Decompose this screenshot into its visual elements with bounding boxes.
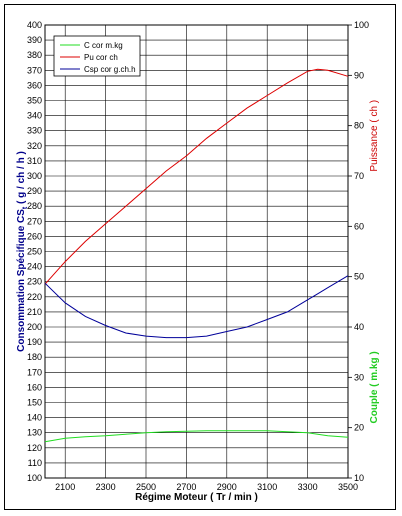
y-left-tick-label: 360 bbox=[27, 80, 42, 90]
y-left-tick-label: 250 bbox=[27, 247, 42, 257]
y-left-tick-label: 320 bbox=[27, 141, 42, 151]
y-right-tick-label: 50 bbox=[354, 272, 364, 282]
y-right-top-axis-title: Puissance ( ch ) bbox=[369, 100, 380, 172]
y-left-tick-label: 140 bbox=[27, 413, 42, 423]
x-tick-label: 2300 bbox=[96, 482, 116, 492]
y-left-tick-label: 370 bbox=[27, 65, 42, 75]
y-left-tick-label: 190 bbox=[27, 337, 42, 347]
x-tick-label: 3500 bbox=[338, 482, 358, 492]
y-right-tick-label: 20 bbox=[354, 423, 364, 433]
y-left-tick-label: 180 bbox=[27, 352, 42, 362]
legend-label: C cor m.kg bbox=[84, 41, 123, 50]
y-left-tick-label: 200 bbox=[27, 322, 42, 332]
y-left-tick-label: 270 bbox=[27, 216, 42, 226]
y-left-tick-label: 240 bbox=[27, 262, 42, 272]
y-left-tick-label: 220 bbox=[27, 292, 42, 302]
y-left-tick-label: 210 bbox=[27, 307, 42, 317]
y-right-tick-label: 70 bbox=[354, 171, 364, 181]
y-left-tick-label: 100 bbox=[27, 473, 42, 483]
x-tick-label: 2500 bbox=[136, 482, 156, 492]
x-axis-title: Régime Moteur ( Tr / min ) bbox=[135, 492, 258, 503]
x-tick-label: 3100 bbox=[257, 482, 277, 492]
y-right-bottom-axis-title: Couple ( m.kg ) bbox=[369, 351, 380, 423]
legend-label: Csp cor g.ch.h bbox=[84, 65, 136, 74]
legend-label: Pu cor ch bbox=[84, 53, 118, 62]
y-left-tick-label: 230 bbox=[27, 277, 42, 287]
x-tick-label: 2100 bbox=[55, 482, 75, 492]
y-left-tick-label: 260 bbox=[27, 231, 42, 241]
y-left-tick-label: 170 bbox=[27, 367, 42, 377]
x-tick-label: 2700 bbox=[176, 482, 196, 492]
y-left-tick-label: 280 bbox=[27, 201, 42, 211]
y-left-tick-label: 380 bbox=[27, 50, 42, 60]
y-right-tick-label: 90 bbox=[354, 70, 364, 80]
y-left-tick-label: 110 bbox=[28, 458, 42, 468]
y-left-tick-label: 390 bbox=[27, 35, 42, 45]
x-tick-label: 2900 bbox=[217, 482, 237, 492]
y-right-tick-label: 30 bbox=[354, 372, 364, 382]
y-left-tick-label: 350 bbox=[27, 96, 42, 106]
y-right-tick-label: 80 bbox=[354, 121, 364, 131]
y-right-tick-label: 40 bbox=[354, 322, 364, 332]
y-left-tick-label: 300 bbox=[27, 171, 42, 181]
y-right-tick-label: 10 bbox=[354, 473, 364, 483]
y-left-tick-label: 340 bbox=[27, 111, 42, 121]
y-left-tick-label: 120 bbox=[27, 443, 42, 453]
y-right-tick-label: 60 bbox=[354, 221, 364, 231]
y-left-tick-label: 400 bbox=[27, 20, 42, 30]
y-left-tick-label: 330 bbox=[27, 126, 42, 136]
y-left-tick-label: 290 bbox=[27, 186, 42, 196]
y-left-tick-label: 160 bbox=[27, 382, 42, 392]
y-left-tick-label: 130 bbox=[27, 428, 42, 438]
x-tick-label: 3300 bbox=[298, 482, 318, 492]
y-right-tick-label: 100 bbox=[354, 20, 369, 30]
y-left-tick-label: 310 bbox=[27, 156, 42, 166]
y-left-tick-label: 150 bbox=[27, 398, 42, 408]
